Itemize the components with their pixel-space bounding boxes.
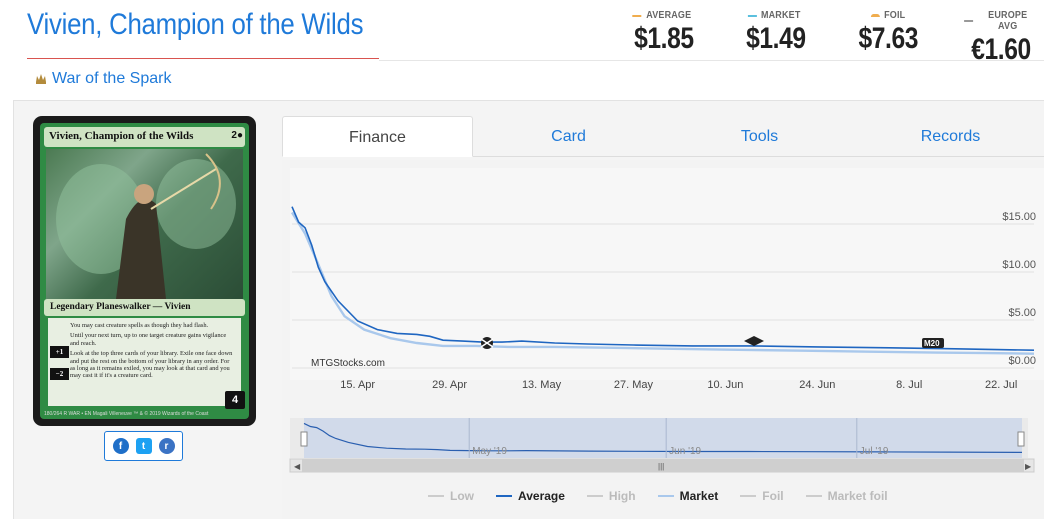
market-foil-line-icon bbox=[805, 495, 822, 497]
facebook-icon[interactable]: f bbox=[112, 438, 129, 454]
title-underline bbox=[27, 58, 379, 59]
price-label: EUROPE AVG bbox=[988, 10, 1028, 32]
price-europe-avg: EUROPE AVG €1.60 bbox=[960, 10, 1042, 67]
average-line-icon bbox=[496, 495, 512, 497]
set-release-marker-icon bbox=[480, 337, 494, 349]
legend-market-foil[interactable]: Market foil bbox=[805, 489, 888, 503]
navigator-month-label: Jun '19 bbox=[669, 446, 701, 457]
navigator[interactable]: May '19 Jun '19 Jul '19 ◀ ▶ ||| bbox=[289, 418, 1035, 473]
price-value: $1.85 bbox=[634, 22, 694, 55]
legend-label: Low bbox=[450, 489, 474, 503]
card-artwork bbox=[46, 149, 243, 299]
card-rules-text: You may cast creature spells as though t… bbox=[48, 318, 241, 406]
legend-label: Market foil bbox=[827, 489, 888, 503]
navigator-left-handle[interactable] bbox=[300, 431, 308, 447]
scroll-left-icon[interactable]: ◀ bbox=[294, 462, 301, 471]
navigator-month-label: Jul '19 bbox=[860, 446, 889, 457]
x-tick-label: 8. Jul bbox=[896, 379, 922, 391]
set-release-marker-icon bbox=[744, 336, 764, 346]
page-header: Vivien, Champion of the Wilds War of the… bbox=[0, 0, 1044, 100]
y-tick-label: $0.00 bbox=[1008, 355, 1036, 367]
low-line-icon bbox=[428, 495, 444, 497]
plus-loyalty-icon: +1 bbox=[50, 346, 69, 358]
legend-high[interactable]: High bbox=[586, 489, 636, 503]
card-type-line: Legendary Planeswalker — Vivien bbox=[44, 299, 245, 316]
navigator-month-label: May '19 bbox=[472, 446, 507, 457]
tab-tools[interactable]: Tools bbox=[740, 128, 779, 145]
twitter-icon[interactable]: t bbox=[135, 438, 152, 454]
m20-set-marker-icon: M20 bbox=[922, 338, 944, 348]
tab-finance[interactable]: Finance bbox=[282, 116, 473, 157]
artwork-illustration bbox=[56, 153, 236, 299]
legend-label: Foil bbox=[762, 489, 784, 503]
mana-cost: 2● bbox=[231, 130, 243, 141]
europe-dash-icon bbox=[964, 20, 974, 22]
minus-ability: Look at the top three cards of your libr… bbox=[70, 350, 233, 380]
price-history-chart[interactable]: $15.00 $10.00 $5.00 $0.00 15. Apr 29. Apr 13.… bbox=[282, 160, 1044, 519]
chart-legend: Low Average High Market Foil Market foil bbox=[428, 489, 888, 503]
header-divider bbox=[379, 60, 1044, 61]
price-value: $1.49 bbox=[746, 22, 806, 55]
legend-average[interactable]: Average bbox=[496, 489, 565, 503]
legend-label: Market bbox=[679, 489, 719, 503]
foil-arc-icon bbox=[870, 14, 880, 17]
y-tick-label: $5.00 bbox=[1008, 307, 1036, 319]
social-share-group: f t r bbox=[104, 431, 183, 461]
market-dash-icon bbox=[747, 14, 757, 17]
foil-line-icon bbox=[740, 495, 757, 497]
x-tick-label: 22. Jul bbox=[985, 379, 1017, 391]
set-link[interactable]: War of the Spark bbox=[34, 70, 171, 88]
price-value: $7.63 bbox=[858, 22, 918, 55]
price-label: FOIL bbox=[884, 10, 906, 21]
war-of-the-spark-set-icon bbox=[36, 74, 46, 84]
card-name-line: Vivien, Champion of the Wilds bbox=[44, 127, 245, 147]
svg-text:M20: M20 bbox=[924, 339, 940, 348]
legend-foil[interactable]: Foil bbox=[740, 489, 784, 503]
legend-label: High bbox=[608, 489, 636, 503]
scrollbar-thumb[interactable] bbox=[302, 459, 1024, 472]
price-foil: FOIL $7.63 bbox=[852, 10, 924, 56]
scroll-right-icon[interactable]: ▶ bbox=[1025, 462, 1032, 471]
card-image[interactable]: Vivien, Champion of the Wilds 2● Legenda… bbox=[33, 116, 256, 426]
x-tick-label: 29. Apr bbox=[432, 379, 467, 391]
tab-records[interactable]: Records bbox=[920, 128, 981, 145]
legend-low[interactable]: Low bbox=[428, 489, 474, 503]
navigator-right-handle[interactable] bbox=[1017, 431, 1025, 447]
y-tick-label: $15.00 bbox=[1002, 211, 1036, 223]
y-tick-label: $10.00 bbox=[1002, 259, 1036, 271]
price-value: €1.60 bbox=[971, 33, 1031, 66]
legend-label: Average bbox=[518, 489, 565, 503]
market-line-icon bbox=[657, 495, 674, 497]
starting-loyalty: 4 bbox=[225, 391, 245, 409]
minus-loyalty-icon: −2 bbox=[50, 368, 69, 380]
price-average: AVERAGE $1.85 bbox=[628, 10, 696, 56]
chart-watermark: MTGStocks.com bbox=[311, 358, 385, 369]
x-tick-label: 15. Apr bbox=[340, 379, 375, 391]
x-tick-label: 27. May bbox=[614, 379, 654, 391]
average-dash-icon bbox=[632, 14, 642, 17]
tab-card[interactable]: Card bbox=[551, 128, 586, 145]
reddit-icon[interactable]: r bbox=[158, 438, 175, 454]
card-footer: 180/264 R WAR • EN Magali Villeneuve ™ &… bbox=[44, 411, 209, 417]
card-frame: Vivien, Champion of the Wilds 2● Legenda… bbox=[40, 123, 249, 419]
scroll-grip-icon[interactable]: ||| bbox=[658, 462, 664, 471]
x-tick-label: 10. Jun bbox=[707, 379, 743, 391]
high-line-icon bbox=[586, 495, 603, 497]
price-label: MARKET bbox=[760, 10, 801, 21]
x-tick-label: 24. Jun bbox=[799, 379, 835, 391]
legend-market[interactable]: Market bbox=[657, 489, 719, 503]
static-ability: You may cast creature spells as though t… bbox=[70, 322, 209, 329]
x-tick-label: 13. May bbox=[522, 379, 562, 391]
price-market: MARKET $1.49 bbox=[740, 10, 808, 56]
card-title: Vivien, Champion of the Wilds bbox=[27, 8, 364, 41]
average-series-line bbox=[291, 206, 1035, 351]
navigator-series-line bbox=[303, 422, 1023, 453]
price-label: AVERAGE bbox=[646, 10, 692, 21]
tab-bar: Finance Card Tools Records bbox=[282, 116, 1044, 157]
set-name: War of the Spark bbox=[52, 70, 172, 87]
plus-ability: Until your next turn, up to one target c… bbox=[70, 332, 227, 347]
